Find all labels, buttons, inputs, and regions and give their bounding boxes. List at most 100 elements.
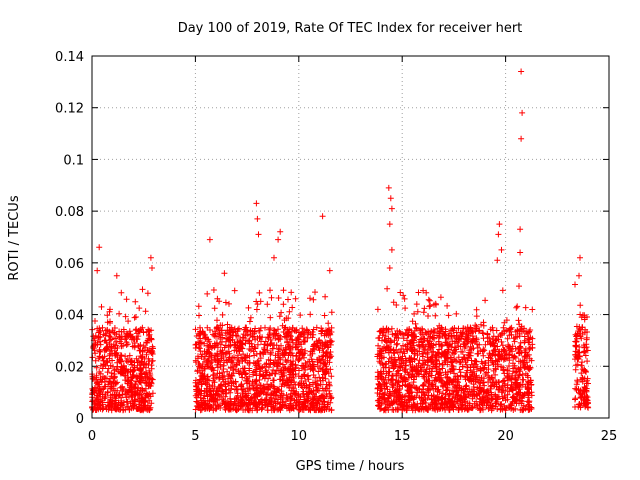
data-point (260, 351, 267, 358)
data-point (397, 330, 404, 337)
data-point (387, 402, 393, 409)
data-point (427, 329, 434, 336)
data-point (228, 398, 235, 405)
data-point (148, 400, 155, 407)
data-point (147, 254, 154, 261)
data-point (140, 329, 147, 336)
data-point (135, 396, 141, 402)
data-point (258, 389, 265, 396)
data-point (213, 405, 220, 412)
data-point (93, 374, 100, 381)
data-point (315, 337, 322, 344)
data-point (292, 365, 299, 372)
data-point (283, 405, 290, 412)
data-point (268, 294, 275, 301)
data-point (528, 389, 535, 396)
data-point (388, 205, 395, 212)
data-point (516, 371, 523, 378)
data-point (394, 406, 401, 413)
y-tick-label: 0.06 (55, 257, 84, 272)
data-point (480, 330, 487, 337)
data-point (246, 381, 253, 387)
data-point (279, 381, 286, 387)
data-point (113, 399, 120, 406)
grid (92, 56, 609, 418)
data-point (326, 406, 333, 412)
data-point (376, 355, 383, 362)
data-point (411, 401, 418, 408)
data-point (412, 320, 419, 327)
data-point (285, 343, 292, 350)
data-point (195, 303, 202, 310)
data-point (308, 388, 315, 395)
data-point (246, 318, 253, 325)
data-point (271, 377, 277, 384)
data-point (96, 244, 103, 251)
data-point (208, 391, 215, 398)
data-point (322, 293, 329, 300)
data-point (483, 398, 490, 405)
data-point (100, 331, 107, 338)
data-point (228, 326, 235, 333)
data-point (381, 336, 388, 343)
data-point (131, 335, 138, 342)
data-point (573, 343, 580, 350)
data-point (237, 402, 244, 409)
data-point (129, 368, 136, 375)
data-point (270, 367, 277, 373)
data-point (264, 381, 271, 388)
data-point (428, 392, 435, 399)
data-point (231, 386, 238, 393)
data-point (211, 344, 218, 351)
data-point (107, 348, 113, 355)
data-point (473, 313, 480, 320)
data-point (288, 395, 295, 402)
data-point (247, 314, 254, 321)
data-point (107, 318, 113, 325)
data-point (472, 338, 479, 345)
data-point (378, 405, 385, 412)
data-point (219, 322, 226, 329)
data-point (263, 360, 270, 367)
data-point (138, 374, 145, 381)
data-point (288, 361, 295, 368)
data-point (430, 385, 437, 392)
data-point (289, 304, 296, 311)
y-tick-label: 0.14 (55, 50, 84, 65)
data-point (275, 335, 282, 342)
data-point (417, 327, 424, 334)
data-point (124, 375, 131, 381)
data-point (449, 349, 456, 356)
data-point (498, 405, 505, 412)
data-point (208, 366, 215, 373)
data-point (104, 312, 111, 319)
data-point (510, 354, 517, 361)
data-point (501, 319, 508, 326)
data-point (463, 369, 470, 376)
data-point (294, 343, 301, 350)
data-point (438, 379, 445, 386)
data-point (328, 309, 335, 316)
data-point (397, 349, 403, 356)
data-point (409, 389, 415, 396)
data-point (98, 379, 105, 386)
data-point (497, 401, 504, 408)
data-point (132, 327, 139, 334)
data-point (145, 383, 152, 390)
data-point (453, 310, 460, 317)
data-point (238, 396, 245, 403)
data-point (576, 272, 582, 279)
data-point (421, 392, 428, 399)
data-point (514, 328, 521, 334)
data-point (317, 381, 324, 388)
data-point (489, 340, 495, 347)
data-point (494, 257, 501, 264)
data-point (424, 354, 431, 361)
data-point (310, 331, 317, 338)
data-point (465, 391, 472, 398)
data-point (408, 354, 415, 361)
data-point (411, 327, 418, 334)
data-point (421, 367, 427, 373)
data-point (454, 373, 461, 380)
data-point (105, 381, 112, 388)
